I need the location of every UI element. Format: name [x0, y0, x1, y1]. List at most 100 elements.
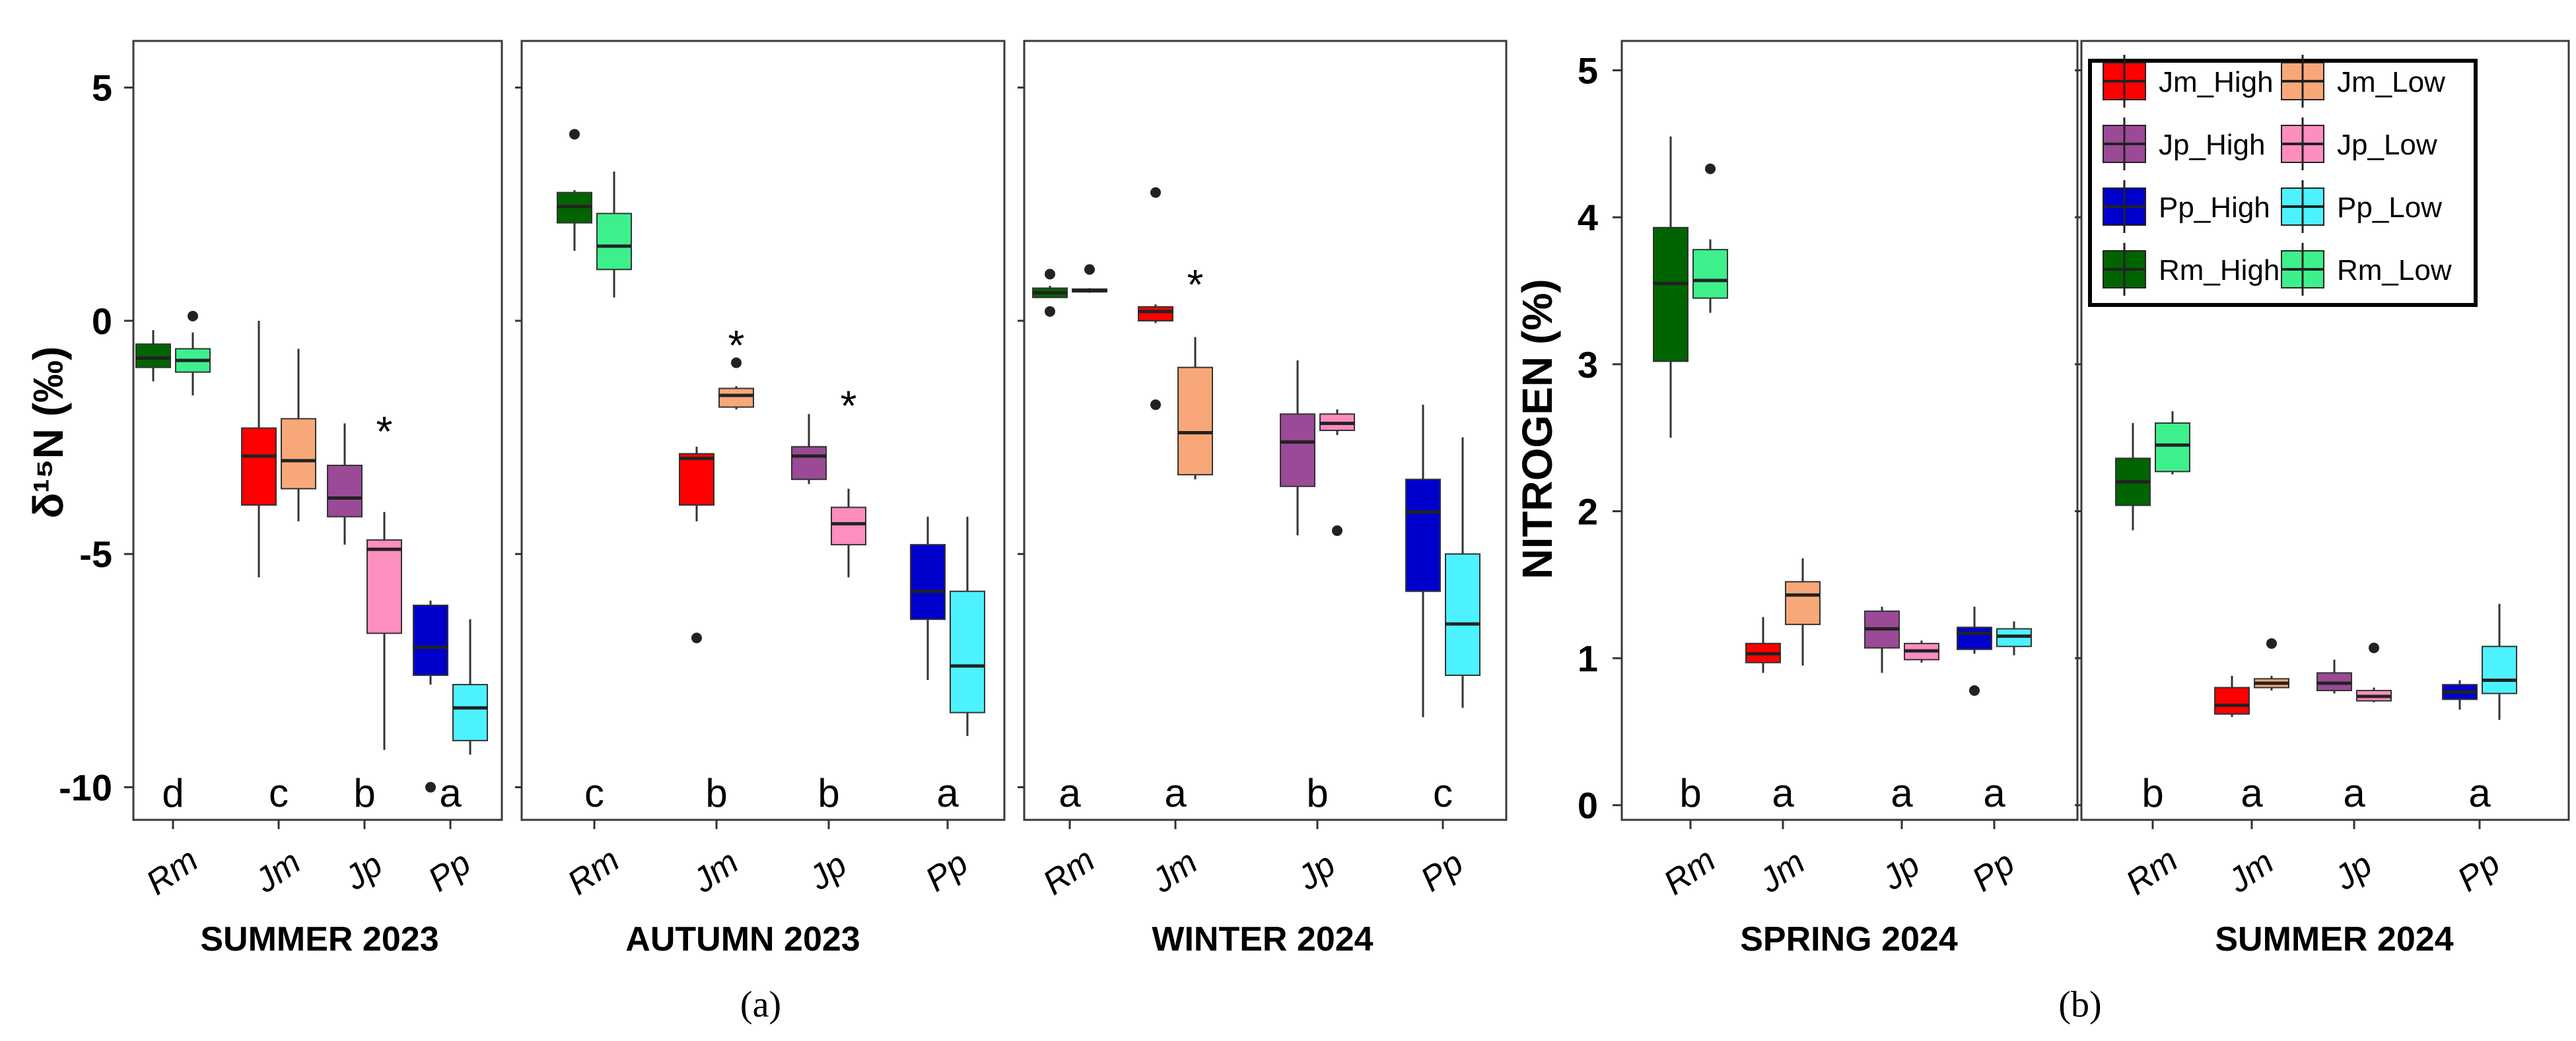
winter-2024-xtick-label-pp: Pp	[1414, 844, 1470, 899]
summer-2024-box-pp-low	[2482, 603, 2517, 720]
winter-2024-box-jm-high	[1138, 187, 1173, 411]
spring-2024-xtick-label-jm: Jm	[1752, 843, 1812, 901]
winter-2024-letter-jp: b	[1306, 771, 1328, 815]
summer-2023-box-rm-high	[135, 330, 171, 382]
summer-2023-box-jm-high-iqr	[241, 427, 277, 506]
summer-2024-letter-pp: a	[2468, 771, 2491, 815]
legend-items: Jm_High Jm_Low Jp_High Jp_Low Pp_High Pp_Low R…	[2103, 55, 2452, 296]
autumn-2023-box-pp-low	[950, 516, 985, 736]
winter-2024-box-jm-high-outlier-1	[1150, 399, 1161, 411]
summer-2023-box-pp-low-iqr	[452, 684, 488, 741]
autumn-2023-box-rm-low-iqr	[596, 213, 632, 271]
legend-item-jm-high: Jm_High	[2103, 55, 2274, 108]
legend-label-jm-high: Jm_High	[2159, 66, 2274, 98]
fig-b-ytick-label-3: 2	[1578, 490, 1598, 532]
summer-2024-box-jp-high	[2316, 659, 2352, 694]
legend-label-jp-high: Jp_High	[2159, 129, 2265, 161]
summer-2024-box-pp-low-iqr	[2482, 646, 2517, 694]
winter-2024-box-jp-high	[1280, 360, 1315, 535]
fig-b-ytick-label-1: 4	[1578, 197, 1598, 238]
autumn-2023-box-jp-high-iqr	[791, 446, 827, 481]
winter-2024-box-jp-high-iqr	[1280, 413, 1315, 487]
summer-2023-letter-rm: d	[162, 771, 184, 815]
spring-2024-box-pp-high	[1957, 607, 1992, 696]
summer-2024-xtick-label-rm: Rm	[2119, 840, 2185, 902]
summer-2023-box-jp-high	[327, 423, 363, 545]
spring-2024-box-rm-low-iqr	[1692, 249, 1728, 299]
summer-2024-box-jm-low	[2254, 638, 2289, 691]
panel-summer-2024-frame	[2080, 40, 2570, 821]
summer-2024-letter-jp: a	[2343, 771, 2365, 815]
legend-label-rm-low: Rm_Low	[2337, 254, 2452, 286]
winter-2024-box-jp-low	[1319, 409, 1355, 536]
autumn-2023-box-jp-low	[831, 488, 866, 578]
winter-2024-letter-pp: c	[1433, 771, 1453, 815]
legend-item-rm-high: Rm_High	[2103, 243, 2280, 296]
legend-label-pp-low: Pp_Low	[2337, 191, 2442, 224]
winter-2024-xtick-label-rm: Rm	[1036, 840, 1102, 902]
spring-2024-box-pp-high-outlier-0	[1969, 685, 1980, 696]
winter-2024-box-pp-high	[1405, 405, 1441, 718]
winter-2024-box-rm-high	[1032, 269, 1068, 317]
summer-2023-letter-jm: c	[269, 771, 289, 815]
autumn-2023-box-jp-high	[791, 414, 827, 485]
autumn-2023-box-pp-high-iqr	[910, 544, 946, 621]
autumn-2023-letter-jp: b	[818, 771, 839, 815]
spring-2024-box-rm-low	[1692, 163, 1728, 313]
autumn-2023-box-jm-low-outlier-0	[731, 357, 742, 368]
winter-2024-box-rm-low-outlier-0	[1084, 264, 1095, 275]
summer-2024-box-rm-low-iqr	[2155, 422, 2190, 473]
summer-2024-box-jp-low-outlier-0	[2369, 642, 2379, 654]
legend-label-pp-high: Pp_High	[2159, 191, 2270, 224]
winter-2024-xtick-label-jp: Jp	[1290, 846, 1342, 898]
autumn-2023-xtick-label-jp: Jp	[802, 846, 854, 898]
spring-2024-box-pp-high-iqr	[1957, 626, 1992, 650]
summer-2023-box-rm-high-iqr	[135, 343, 171, 368]
autumn-2023-letter-jm: b	[705, 771, 727, 815]
spring-2024-box-jm-low	[1785, 558, 1821, 666]
autumn-2023-star-jm: *	[728, 321, 745, 369]
winter-2024-star-jm: *	[1187, 261, 1204, 308]
summer-2023-box-jm-high	[241, 320, 277, 578]
spring-2024-letter-jm: a	[1772, 771, 1794, 815]
fig-b-ytick-label-2: 3	[1578, 344, 1598, 386]
figure-b-y-axis-title: NITROGEN (%)	[1514, 279, 1561, 579]
summer-2023-box-jp-high-iqr	[327, 464, 363, 518]
summer-2024-xtick-label-pp: Pp	[2451, 844, 2507, 899]
panel-spring-2024-frame	[1620, 40, 2079, 821]
spring-2024-box-rm-high	[1653, 136, 1688, 438]
winter-2024-xtick-label-jm: Jm	[1144, 843, 1204, 901]
summer-2024-box-jm-high-iqr	[2214, 687, 2250, 715]
legend-label-jp-low: Jp_Low	[2337, 129, 2437, 161]
spring-2024-xtick-label-pp: Pp	[1965, 844, 2021, 899]
legend-item-pp-low: Pp_Low	[2281, 180, 2442, 233]
caption-a: (a)	[740, 984, 781, 1025]
summer-2024-box-jm-high	[2214, 675, 2250, 718]
summer-2023-xtick-label-rm: Rm	[139, 840, 205, 902]
summer-2024-box-pp-high	[2442, 680, 2478, 710]
legend-item-jp-high: Jp_High	[2103, 118, 2265, 170]
winter-2024-box-jm-high-iqr	[1138, 306, 1173, 321]
summer-2023-letter-jp: b	[353, 771, 375, 815]
winter-2024-box-pp-high-iqr	[1405, 479, 1441, 592]
summer-2023-box-jp-low-iqr	[366, 539, 402, 634]
summer-2023-xtick-label-pp: Pp	[421, 844, 477, 899]
autumn-2023-star-jp: *	[841, 382, 857, 430]
summer-2023-box-jm-low	[281, 349, 316, 521]
spring-2024-xtick-label-jp: Jp	[1875, 846, 1927, 898]
autumn-2023-box-rm-high	[557, 129, 592, 251]
winter-2024-letter-jm: a	[1164, 771, 1187, 815]
spring-2024-box-rm-low-outlier-0	[1705, 163, 1716, 174]
autumn-2023-xtick-label-pp: Pp	[919, 844, 975, 899]
autumn-2023-box-pp-low-iqr	[950, 590, 985, 714]
fig-b-ytick-label-4: 1	[1578, 638, 1598, 679]
caption-b: (b)	[2058, 984, 2101, 1025]
autumn-2023-box-rm-low	[596, 171, 632, 298]
fig-a-ytick-label-2: -5	[79, 533, 112, 575]
summer-2023-letter-pp: a	[439, 771, 462, 815]
spring-2024-box-rm-high-iqr	[1653, 226, 1688, 362]
autumn-2023-box-jp-low-iqr	[831, 506, 866, 546]
summer-2023-box-pp-high-iqr	[413, 604, 448, 676]
summer-2024-xtick-label-jp: Jp	[2327, 846, 2379, 898]
